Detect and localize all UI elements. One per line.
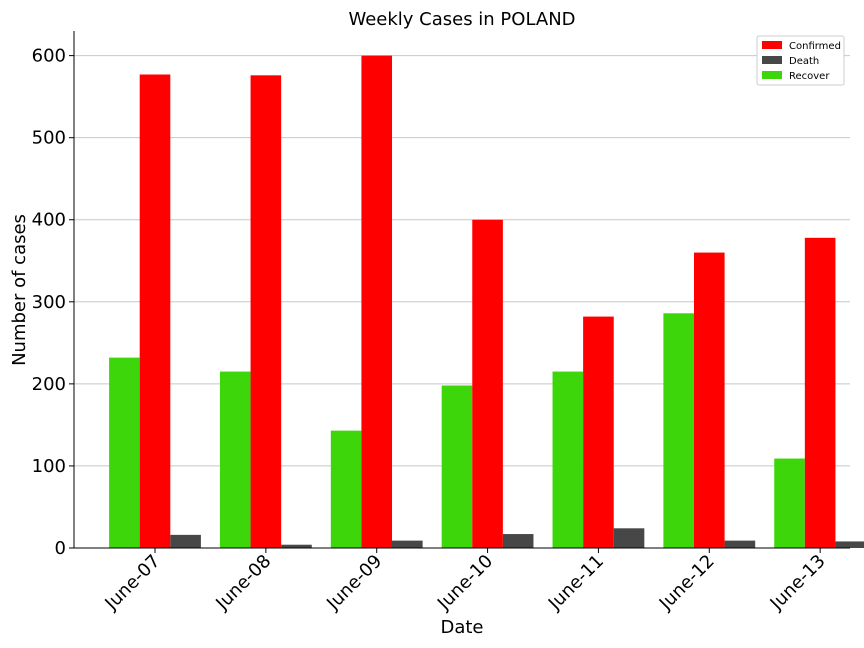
x-axis-label: Date — [440, 617, 483, 638]
bars — [109, 55, 864, 549]
x-tick-label: June-08 — [211, 551, 275, 615]
legend-label-death: Death — [789, 56, 819, 67]
legend-label-recover: Recover — [789, 71, 830, 82]
bar-confirmed — [250, 75, 282, 549]
chart-title: Weekly Cases in POLAND — [348, 9, 575, 30]
y-tick-label: 400 — [32, 210, 66, 231]
legend: Confirmed Death Recover — [756, 35, 845, 86]
bar-recover — [663, 313, 694, 548]
y-tick-label: 100 — [32, 456, 66, 477]
legend-label-confirmed: Confirmed — [789, 41, 841, 52]
x-ticks: June-07 June-08 June-09 June-10 June-11 June-… — [100, 548, 830, 615]
bar-recover — [552, 371, 584, 548]
x-tick-label: June-13 — [766, 551, 830, 615]
legend-swatch-death — [762, 56, 782, 64]
x-tick-label: June-12 — [655, 551, 719, 615]
x-tick-label: June-10 — [433, 551, 497, 615]
bar-confirmed — [139, 74, 171, 548]
bar-death — [724, 540, 756, 548]
x-tick-label: June-07 — [100, 551, 164, 615]
bar-confirmed — [804, 237, 836, 549]
bar-recover — [774, 458, 805, 548]
legend-swatch-recover — [762, 71, 782, 79]
bar-death — [281, 544, 312, 548]
y-tick-label: 0 — [55, 538, 66, 559]
bar-confirmed — [472, 219, 503, 548]
y-tick-label: 200 — [32, 374, 66, 395]
bar-recover — [441, 385, 473, 548]
grid-lines — [74, 55, 850, 549]
y-tick-label: 300 — [32, 292, 66, 313]
bar-confirmed — [361, 55, 393, 548]
y-tick-label: 500 — [32, 128, 66, 149]
bar-death — [613, 528, 645, 548]
y-tick-label: 600 — [32, 46, 66, 67]
bar-death — [170, 534, 201, 548]
x-tick-label: June-09 — [322, 551, 386, 615]
axes — [73, 31, 850, 549]
y-ticks: 0 100 200 300 400 500 600 — [32, 46, 74, 559]
bar-death — [835, 541, 864, 548]
x-tick-label: June-11 — [544, 551, 608, 615]
bar-recover — [219, 371, 251, 548]
bar-death — [392, 540, 423, 548]
bar-recover — [109, 357, 140, 548]
bar-confirmed — [583, 316, 614, 548]
bar-confirmed — [693, 252, 725, 549]
bar-death — [502, 534, 534, 548]
legend-swatch-confirmed — [762, 41, 782, 49]
bar-recover — [330, 430, 362, 548]
y-axis-label: Number of cases — [9, 214, 30, 366]
